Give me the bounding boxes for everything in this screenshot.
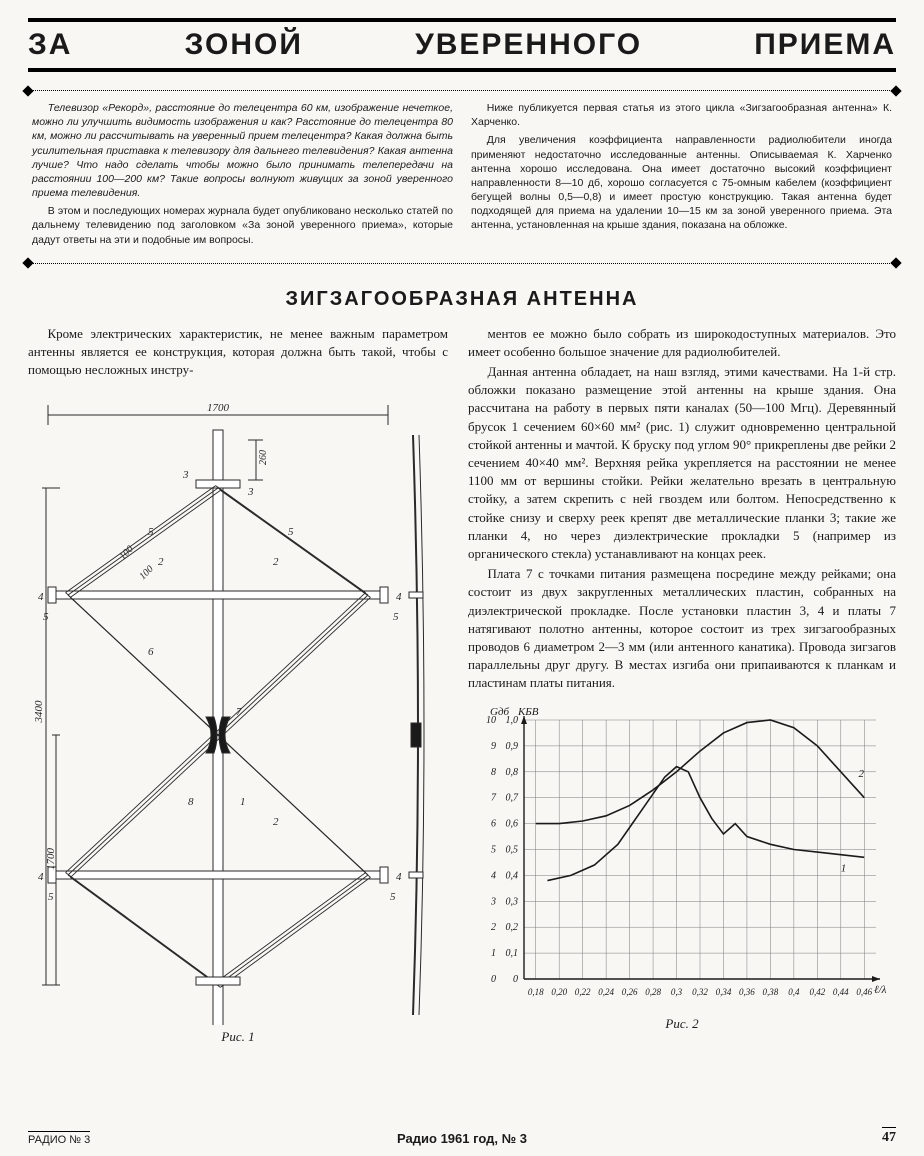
svg-text:4: 4: [396, 591, 402, 603]
svg-text:0,22: 0,22: [575, 987, 591, 997]
svg-text:0,34: 0,34: [716, 987, 732, 997]
svg-text:1: 1: [240, 796, 246, 808]
svg-text:КБВ: КБВ: [517, 706, 539, 718]
intro-right-col: Ниже публикуется первая статья из этого …: [471, 101, 892, 251]
svg-text:0,8: 0,8: [506, 767, 519, 778]
figure-2-caption: Рис. 2: [468, 1016, 896, 1032]
svg-text:7: 7: [491, 793, 497, 804]
svg-text:1: 1: [841, 863, 847, 875]
intro-box: Телевизор «Рекорд», расстояние до телеце…: [28, 90, 896, 264]
figure-1-diagram: 1700260373552244556182445510010034001700: [28, 385, 448, 1025]
svg-text:100: 100: [117, 544, 135, 562]
svg-text:0,4: 0,4: [788, 987, 800, 997]
svg-text:1700: 1700: [45, 848, 57, 871]
page-banner: ЗА ЗОНОЙ УВЕРЕННОГО ПРИЕМА: [28, 18, 896, 72]
svg-text:3: 3: [247, 486, 254, 498]
svg-text:5: 5: [48, 891, 54, 903]
left-intro-p: Кроме электрических характеристик, не ме…: [28, 325, 448, 380]
svg-text:0,5: 0,5: [506, 845, 519, 856]
svg-text:0,7: 0,7: [506, 793, 520, 804]
svg-text:0,1: 0,1: [506, 949, 519, 960]
svg-text:3400: 3400: [33, 700, 45, 724]
svg-text:0,18: 0,18: [528, 987, 544, 997]
svg-text:0,20: 0,20: [551, 987, 567, 997]
svg-text:100: 100: [137, 564, 155, 582]
svg-text:0,38: 0,38: [763, 987, 779, 997]
intro-left-p2: В этом и последующих номерах журнала буд…: [32, 204, 453, 247]
right-p1: ментов ее можно было собрать из широкодо…: [468, 325, 896, 361]
svg-text:7: 7: [236, 706, 242, 718]
svg-text:0,46: 0,46: [856, 987, 872, 997]
footer-magazine: РАДИО № 3: [28, 1131, 90, 1146]
svg-text:0,24: 0,24: [598, 987, 614, 997]
body-columns: Кроме электрических характеристик, не ме…: [28, 325, 896, 1046]
svg-text:3: 3: [182, 469, 189, 481]
svg-text:ℓ/λ: ℓ/λ: [874, 984, 887, 996]
svg-text:0,36: 0,36: [739, 987, 755, 997]
svg-text:2: 2: [273, 556, 279, 568]
figure-2-chart: 0,180,200,220,240,260,280,30,320,340,360…: [468, 702, 896, 1032]
svg-text:2: 2: [491, 923, 496, 934]
svg-text:0: 0: [513, 974, 518, 985]
svg-text:0,28: 0,28: [645, 987, 661, 997]
svg-text:1: 1: [491, 949, 496, 960]
svg-text:6: 6: [491, 819, 496, 830]
svg-text:5: 5: [288, 526, 294, 538]
svg-text:5: 5: [393, 611, 399, 623]
svg-text:0,26: 0,26: [622, 987, 638, 997]
intro-left-p1: Телевизор «Рекорд», расстояние до телеце…: [32, 102, 453, 199]
svg-text:Gдб: Gдб: [490, 706, 510, 718]
svg-text:0,3: 0,3: [506, 897, 519, 908]
svg-text:4: 4: [38, 871, 44, 883]
svg-text:0: 0: [491, 974, 496, 985]
svg-text:5: 5: [390, 891, 396, 903]
svg-text:2: 2: [158, 556, 164, 568]
svg-text:6: 6: [148, 646, 154, 658]
svg-text:260: 260: [258, 450, 269, 465]
svg-text:0,6: 0,6: [506, 819, 519, 830]
right-body-text: ментов ее можно было собрать из широкодо…: [468, 325, 896, 693]
svg-text:1700: 1700: [207, 402, 230, 414]
svg-text:4: 4: [396, 871, 402, 883]
left-intro-text: Кроме электрических характеристик, не ме…: [28, 325, 448, 380]
footer-year: Радио 1961 год, № 3: [397, 1131, 527, 1146]
right-p2: Данная антенна обладает, на наш взгляд, …: [468, 363, 896, 563]
svg-text:3: 3: [490, 897, 496, 908]
svg-text:9: 9: [491, 741, 496, 752]
intro-right-p2: Для увеличения коэффициента направленнос…: [471, 133, 892, 232]
svg-text:0,4: 0,4: [506, 871, 519, 882]
footer-page-number: 47: [882, 1127, 896, 1146]
svg-text:0,2: 0,2: [506, 923, 519, 934]
intro-right-p1: Ниже публикуется первая статья из этого …: [471, 101, 892, 129]
svg-text:8: 8: [491, 767, 496, 778]
svg-text:2: 2: [859, 768, 865, 780]
svg-text:0,9: 0,9: [506, 741, 519, 752]
intro-left-col: Телевизор «Рекорд», расстояние до телеце…: [32, 101, 453, 251]
article-title: ЗИГЗАГООБРАЗНАЯ АНТЕННА: [28, 288, 896, 311]
figure-1-caption: Рис. 1: [28, 1029, 448, 1045]
svg-text:2: 2: [273, 816, 279, 828]
svg-text:5: 5: [148, 526, 154, 538]
svg-text:0,42: 0,42: [809, 987, 825, 997]
svg-text:0,32: 0,32: [692, 987, 708, 997]
svg-text:0,44: 0,44: [833, 987, 849, 997]
right-p3: Плата 7 с точками питания размещена поср…: [468, 565, 896, 692]
page-footer: РАДИО № 3 Радио 1961 год, № 3 47: [28, 1127, 896, 1146]
svg-text:5: 5: [491, 845, 496, 856]
svg-text:0,3: 0,3: [671, 987, 683, 997]
svg-text:4: 4: [491, 871, 496, 882]
svg-text:4: 4: [38, 591, 44, 603]
svg-text:8: 8: [188, 796, 194, 808]
